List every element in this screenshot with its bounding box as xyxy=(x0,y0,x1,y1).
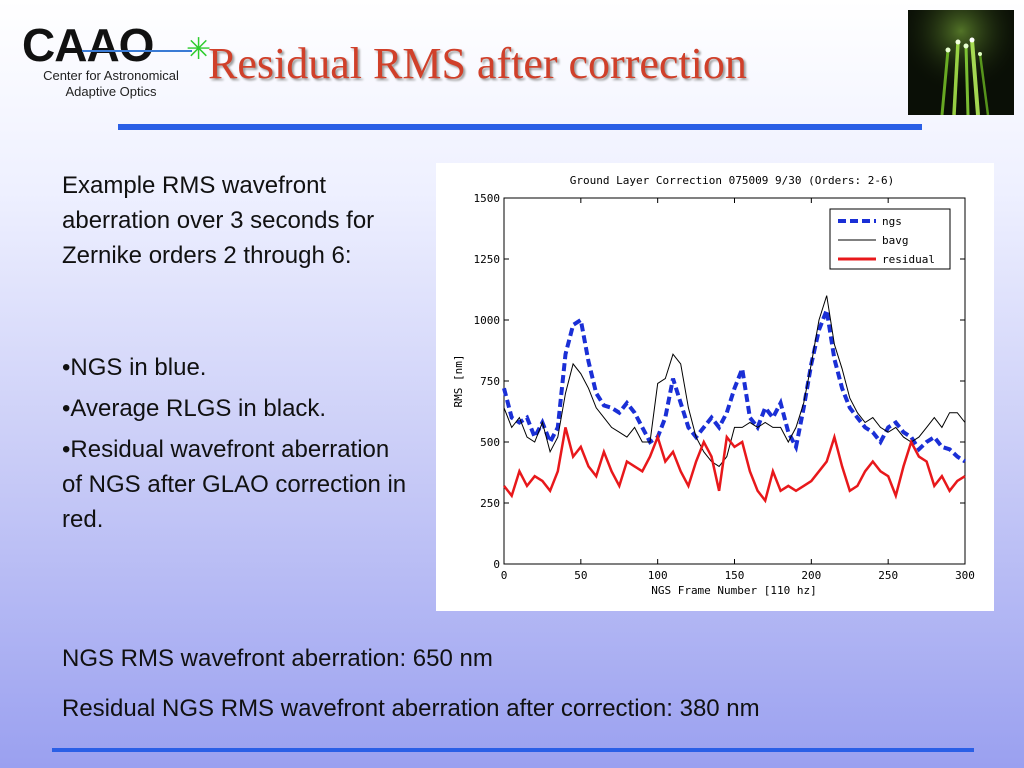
bullet-residual: •Residual wavefront aberration of NGS af… xyxy=(62,436,407,533)
y-tick-label: 250 xyxy=(480,497,500,510)
star-icon: ✳ xyxy=(186,32,212,67)
x-tick-label: 200 xyxy=(801,569,821,582)
y-tick-label: 500 xyxy=(480,436,500,449)
bullet-average-rlgs: •Average RLGS in black. xyxy=(62,395,327,422)
x-tick-label: 250 xyxy=(878,569,898,582)
x-tick-label: 0 xyxy=(501,569,508,582)
y-axis-label: RMS [nm] xyxy=(452,355,465,408)
logo-subtitle-line1: Center for Astronomical xyxy=(43,68,179,83)
rms-chart: Ground Layer Correction 075009 9/30 (Ord… xyxy=(452,174,975,597)
y-tick-label: 750 xyxy=(480,375,500,388)
logo-subtitle: Center for Astronomical Adaptive Optics xyxy=(26,68,196,100)
legend: ngs bavg residual xyxy=(829,208,951,270)
legend-label-residual: residual xyxy=(882,253,935,266)
y-tick-label: 1000 xyxy=(474,314,501,327)
chart-panel: Ground Layer Correction 075009 9/30 (Ord… xyxy=(436,163,994,611)
slide-title: Residual RMS after correction xyxy=(208,39,747,88)
footer-divider xyxy=(52,748,974,752)
logo-line xyxy=(82,50,192,52)
chart-title: Ground Layer Correction 075009 9/30 (Ord… xyxy=(570,174,895,187)
laser-fiber-photo xyxy=(908,10,1014,115)
title-divider xyxy=(118,124,922,130)
intro-text: Example RMS wavefront aberration over 3 … xyxy=(62,172,375,269)
legend-label-ngs: ngs xyxy=(882,215,902,228)
y-tick-label: 1500 xyxy=(474,192,501,205)
x-tick-label: 150 xyxy=(725,569,745,582)
y-tick-label: 1250 xyxy=(474,253,501,266)
series-line-residual xyxy=(503,427,966,504)
x-tick-label: 300 xyxy=(955,569,975,582)
x-tick-label: 100 xyxy=(648,569,668,582)
x-tick-label: 50 xyxy=(574,569,587,582)
ngs-rms-summary: NGS RMS wavefront aberration: 650 nm xyxy=(62,645,493,672)
logo-acronym: CAAO xyxy=(22,19,154,71)
caao-logo: CAAO ✳ Center for Astronomical Adaptive … xyxy=(20,18,211,108)
bullet-ngs: •NGS in blue. xyxy=(62,354,207,381)
bullet-list: •NGS in blue. •Average RLGS in black. •R… xyxy=(62,350,412,543)
x-axis-label: NGS Frame Number [110 hz] xyxy=(651,584,817,597)
legend-label-bavg: bavg xyxy=(882,234,909,247)
series-line-bavg xyxy=(503,295,966,468)
logo-subtitle-line2: Adaptive Optics xyxy=(65,84,157,99)
residual-rms-summary: Residual NGS RMS wavefront aberration af… xyxy=(62,695,760,722)
y-tick-label: 0 xyxy=(493,558,500,571)
series-line-ngs xyxy=(502,302,967,464)
